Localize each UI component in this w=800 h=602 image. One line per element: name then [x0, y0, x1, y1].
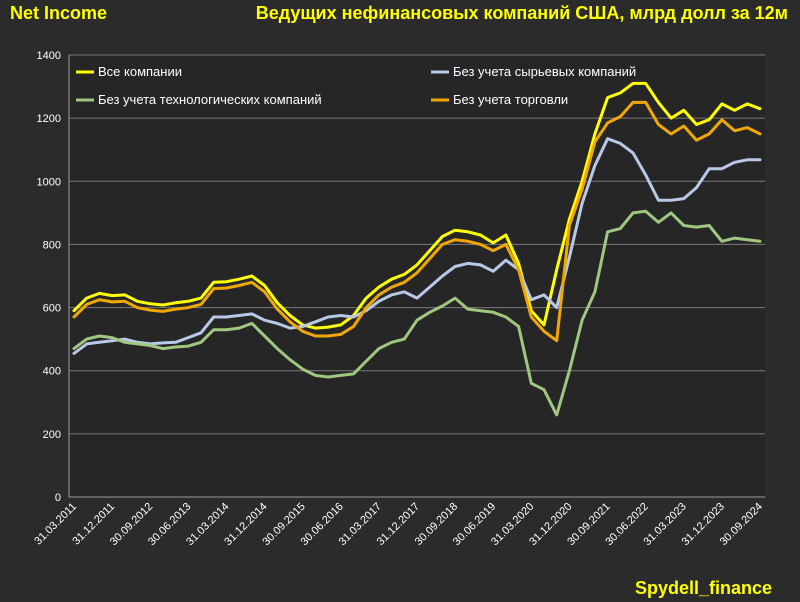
x-axis-ticks: 31.03.201131.12.201130.09.201230.06.2013… [32, 501, 765, 548]
legend-entry: Без учета торговли [431, 92, 568, 107]
series-lines [72, 81, 762, 417]
series-line-0 [72, 81, 762, 330]
y-tick-label: 400 [43, 366, 61, 378]
y-tick-label: 1400 [37, 50, 61, 62]
plot-area [69, 55, 765, 497]
legend: Все компании Без учета сырьевых компаний Б… [76, 64, 636, 107]
series-line-2 [72, 209, 762, 417]
header-left-title: Net Income [10, 3, 108, 23]
line-chart: 0 200 400 600 800 1000 1200 1400 31.03.201131.1… [32, 50, 765, 548]
legend-label: Без учета торговли [453, 92, 568, 107]
y-tick-label: 800 [43, 239, 61, 251]
series-line-1 [72, 137, 762, 355]
legend-entry: Без учета технологических компаний [76, 92, 322, 107]
footer-credit: Spydell_finance [634, 578, 772, 598]
y-tick-label: 1000 [37, 176, 61, 188]
y-tick-label: 0 [55, 492, 61, 504]
header-right-title: Ведущих нефинансовых компаний США, млрд … [255, 3, 788, 23]
y-axis-ticks: 0 200 400 600 800 1000 1200 1400 [37, 50, 61, 504]
y-tick-label: 600 [43, 303, 61, 315]
legend-entry: Все компании [76, 64, 182, 79]
legend-label: Все компании [98, 64, 182, 79]
series-line-3 [72, 100, 762, 343]
legend-label: Без учета сырьевых компаний [453, 64, 636, 79]
legend-label: Без учета технологических компаний [98, 92, 322, 107]
y-tick-label: 1200 [37, 113, 61, 125]
y-tick-label: 200 [43, 429, 61, 441]
legend-entry: Без учета сырьевых компаний [431, 64, 636, 79]
